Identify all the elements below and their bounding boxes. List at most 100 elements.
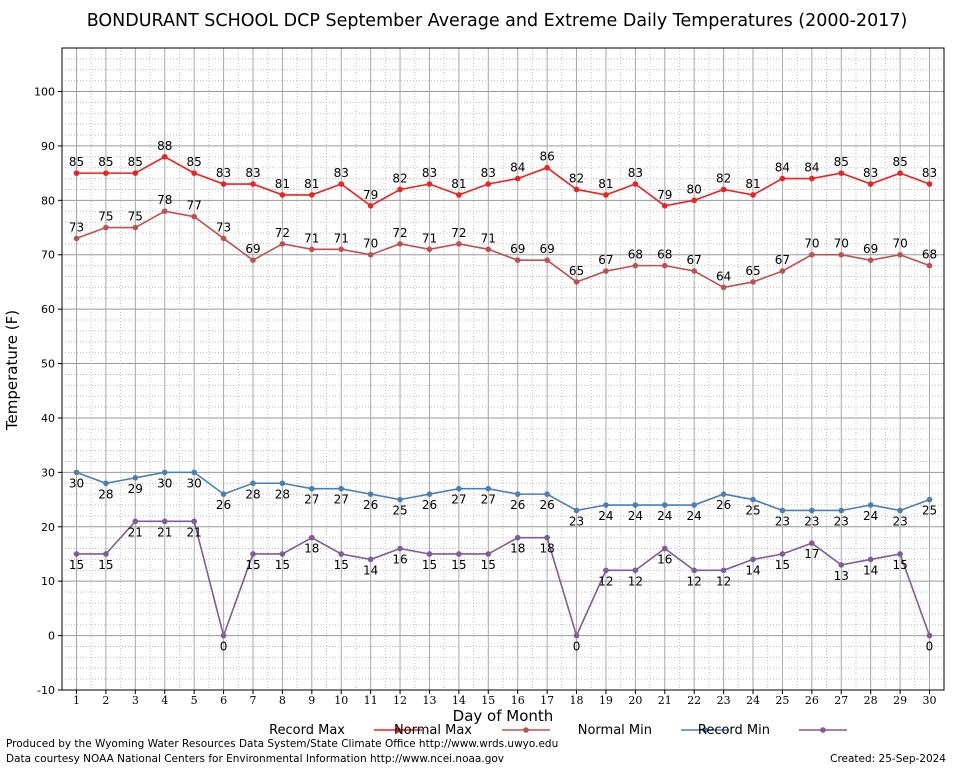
normal-max-data-label: 72 (451, 226, 466, 240)
legend-label: Normal Max (394, 723, 472, 738)
normal-min-point (338, 485, 345, 492)
normal-max-point (661, 262, 668, 269)
record-max-data-label: 81 (745, 177, 760, 191)
normal-max-line (76, 210, 930, 289)
normal-min-data-label: 26 (716, 498, 731, 512)
normal-max-data-label: 71 (422, 231, 437, 245)
record-max-point (309, 192, 315, 198)
normal-max-data-label: 70 (804, 237, 819, 251)
record-max-point (191, 170, 197, 176)
x-tick-label: 26 (805, 694, 819, 707)
record-min-data-label: 15 (69, 558, 84, 572)
normal-max-point (338, 246, 345, 253)
normal-min-data-label: 23 (804, 514, 819, 528)
record-min-data-label: 17 (804, 547, 819, 561)
normal-min-data-label: 28 (98, 487, 113, 501)
normal-min-point (220, 491, 227, 497)
legend-item-record-min: Record Min (698, 723, 847, 738)
record-min-data-label: 12 (687, 574, 702, 588)
record-min-data-label: 15 (892, 558, 907, 572)
record-min-data-label: 16 (657, 553, 672, 567)
record-min-data-label: 15 (98, 558, 113, 572)
y-tick-label: 20 (41, 521, 55, 534)
record-min-point (191, 518, 197, 525)
y-tick-label: 0 (48, 630, 55, 643)
normal-min-point (397, 496, 403, 503)
normal-min-data-label: 25 (745, 504, 760, 518)
record-max-data-label: 82 (569, 171, 584, 185)
x-tick-label: 20 (628, 694, 642, 707)
record-max-data-label: 84 (775, 161, 790, 175)
record-max-data-label: 83 (863, 166, 878, 180)
normal-min-data-label: 26 (363, 498, 378, 512)
x-tick-label: 28 (864, 694, 878, 707)
normal-min-data-label: 30 (157, 476, 172, 490)
x-tick-label: 22 (687, 694, 701, 707)
normal-max-data-label: 69 (539, 242, 554, 256)
record-max-data-label: 84 (804, 161, 819, 175)
record-max-point (867, 181, 874, 187)
normal-max-data-label: 78 (157, 193, 172, 207)
record-max-point (338, 181, 345, 187)
normal-max-data-label: 70 (892, 237, 907, 251)
normal-min-data-label: 23 (569, 514, 584, 528)
legend-item-normal-max: Normal Max (394, 723, 550, 738)
record-min-point (103, 551, 109, 557)
x-tick-label: 14 (452, 694, 466, 707)
legend-swatch-marker (395, 727, 401, 733)
record-max-point (220, 181, 227, 187)
record-max-data-label: 80 (687, 182, 702, 196)
record-min-data-label: 15 (275, 558, 290, 572)
record-min-data-label: 18 (510, 542, 525, 556)
record-min-data-label: 21 (157, 525, 172, 539)
record-max-data-label: 81 (275, 177, 290, 191)
y-tick-label: -10 (37, 684, 55, 697)
normal-min-point (632, 502, 639, 508)
normal-max-point (397, 241, 403, 247)
series: 85 85 85 88 85 83 83 81 81 83 79 82 83 81 83 84 86 82 81 83… (69, 139, 937, 654)
record-min-point (309, 534, 315, 541)
x-tick-label: 4 (161, 694, 168, 707)
record-min-point (867, 556, 874, 563)
normal-min-point (691, 502, 697, 508)
record-min-point (720, 567, 727, 574)
record-max-data-label: 79 (657, 188, 672, 202)
normal-max-series: 73 75 75 78 77 73 69 72 71 71 70 72 71 72 71 69 69 65 67 68… (69, 193, 937, 291)
record-max-point (426, 181, 433, 187)
footer-data-courtesy: Data courtesy NOAA National Centers for … (6, 753, 505, 765)
normal-max-data-label: 67 (775, 253, 790, 267)
normal-max-data-label: 65 (745, 264, 760, 278)
record-min-point (926, 632, 933, 639)
record-min-point (397, 545, 403, 552)
record-min-point (73, 551, 80, 557)
record-max-data-label: 85 (69, 155, 84, 169)
normal-max-data-label: 69 (245, 242, 260, 256)
normal-min-data-label: 24 (598, 509, 613, 523)
record-min-point (220, 632, 227, 639)
normal-max-data-label: 68 (628, 248, 643, 262)
record-min-data-label: 16 (392, 553, 407, 567)
normal-max-point (103, 224, 109, 231)
record-max-point (661, 202, 668, 209)
normal-max-point (132, 224, 139, 231)
record-min-point (161, 518, 168, 525)
normal-min-point (426, 491, 433, 497)
x-axis-label: Day of Month (453, 707, 554, 725)
normal-min-point (926, 496, 933, 503)
normal-max-point (867, 257, 874, 263)
record-min-data-label: 14 (363, 563, 378, 577)
normal-max-data-label: 71 (481, 231, 496, 245)
record-min-point (544, 534, 550, 541)
normal-min-point (809, 507, 815, 514)
normal-min-point (661, 502, 668, 508)
record-min-data-label: 15 (334, 558, 349, 572)
normal-min-point (720, 491, 727, 497)
x-tick-label: 15 (481, 694, 495, 707)
record-max-point (397, 186, 403, 193)
legend: Record Max Normal Max Normal Min Record Min (269, 723, 847, 738)
normal-min-point (103, 480, 109, 487)
normal-max-data-label: 71 (334, 231, 349, 245)
record-min-data-label: 18 (304, 542, 319, 556)
record-max-data-label: 85 (128, 155, 143, 169)
grid (62, 47, 944, 691)
